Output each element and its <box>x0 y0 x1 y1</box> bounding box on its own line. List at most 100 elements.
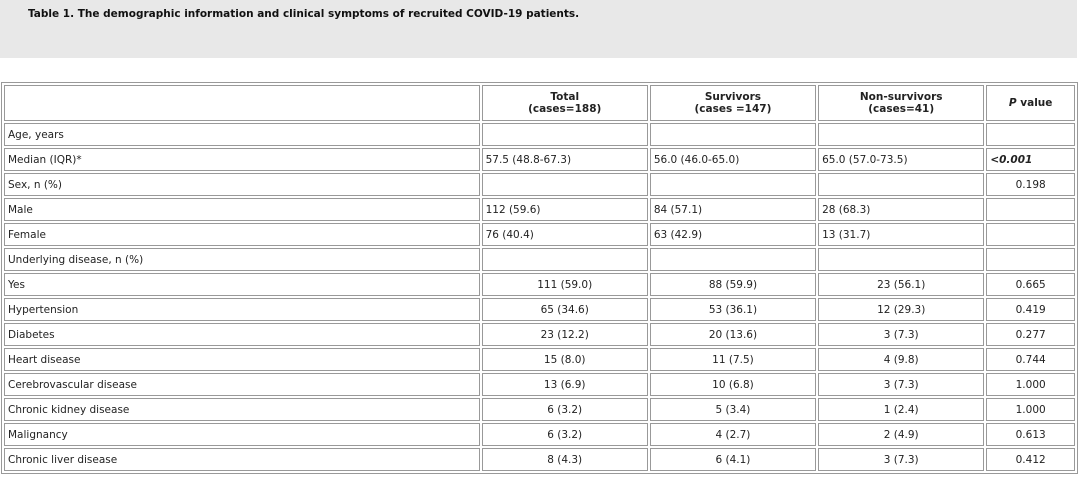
header-row: Total (cases=188) Survivors (cases =147) Non… <box>4 85 1075 121</box>
data-cell <box>649 173 817 196</box>
header-text: P <box>1008 97 1017 109</box>
row-label: Diabetes <box>4 323 480 346</box>
row-label: Malignancy <box>4 423 480 446</box>
data-cell: 23 (12.2) <box>481 323 648 346</box>
data-cell: 20 (13.6) <box>649 323 817 346</box>
row-label: Chronic liver disease <box>4 448 480 471</box>
data-cell <box>649 248 817 271</box>
data-cell: 112 (59.6) <box>481 198 648 221</box>
table-row: Female 76 (40.4) 63 (42.9) 13 (31.7) <box>4 223 1075 246</box>
data-cell: 0.744 <box>986 348 1075 371</box>
data-cell: 6 (3.2) <box>481 398 648 421</box>
data-cell: 23 (56.1) <box>818 273 985 296</box>
data-cell <box>986 223 1075 246</box>
header-text: (cases=188) <box>528 103 602 115</box>
data-cell <box>481 173 648 196</box>
row-label: Yes <box>4 273 480 296</box>
data-cell: 65.0 (57.0-73.5) <box>818 148 985 171</box>
table-row: Yes 111 (59.0) 88 (59.9) 23 (56.1) 0.665 <box>4 273 1075 296</box>
table-row: Heart disease 15 (8.0) 11 (7.5) 4 (9.8) 0.74… <box>4 348 1075 371</box>
table-body: Age, years Median (IQR)* 57.5 (48.8-67.3) 5… <box>4 123 1075 471</box>
header-cell: Total (cases=188) <box>481 85 648 121</box>
data-cell: 0.419 <box>986 298 1075 321</box>
data-cell: 13 (6.9) <box>481 373 648 396</box>
data-cell: 1.000 <box>986 373 1075 396</box>
header-text: (cases=41) <box>868 103 935 115</box>
header-text: (cases =147) <box>694 103 772 115</box>
row-label: Male <box>4 198 480 221</box>
data-cell: 10 (6.8) <box>649 373 817 396</box>
data-cell: 0.412 <box>986 448 1075 471</box>
data-cell: 57.5 (48.8-67.3) <box>481 148 648 171</box>
data-cell: 84 (57.1) <box>649 198 817 221</box>
data-cell: 4 (2.7) <box>649 423 817 446</box>
data-cell: 8 (4.3) <box>481 448 648 471</box>
row-label: Hypertension <box>4 298 480 321</box>
data-cell: 88 (59.9) <box>649 273 817 296</box>
data-cell: 2 (4.9) <box>818 423 985 446</box>
table-row: Hypertension 65 (34.6) 53 (36.1) 12 (29.3) 0… <box>4 298 1075 321</box>
data-cell: 5 (3.4) <box>649 398 817 421</box>
data-cell: 6 (4.1) <box>649 448 817 471</box>
data-cell: 13 (31.7) <box>818 223 985 246</box>
data-cell: 3 (7.3) <box>818 373 985 396</box>
data-cell: 4 (9.8) <box>818 348 985 371</box>
data-cell: 1 (2.4) <box>818 398 985 421</box>
data-cell: 63 (42.9) <box>649 223 817 246</box>
table-row: Age, years <box>4 123 1075 146</box>
title-bar: Table 1. The demographic information and… <box>0 0 1077 58</box>
data-cell: 11 (7.5) <box>649 348 817 371</box>
table-row: Chronic liver disease 8 (4.3) 6 (4.1) 3 (7.… <box>4 448 1075 471</box>
header-text: value <box>1020 97 1053 109</box>
table-row: Male 112 (59.6) 84 (57.1) 28 (68.3) <box>4 198 1075 221</box>
header-cell <box>4 85 480 121</box>
data-cell: 76 (40.4) <box>481 223 648 246</box>
data-cell: 12 (29.3) <box>818 298 985 321</box>
table-row: Median (IQR)* 57.5 (48.8-67.3) 56.0 (46.0-… <box>4 148 1075 171</box>
table-row: Sex, n (%) 0.198 <box>4 173 1075 196</box>
data-cell: 0.665 <box>986 273 1075 296</box>
data-cell <box>481 123 648 146</box>
row-label: Median (IQR)* <box>4 148 480 171</box>
table-row: Underlying disease, n (%) <box>4 248 1075 271</box>
data-cell <box>818 173 985 196</box>
data-cell: 0.613 <box>986 423 1075 446</box>
row-label: Age, years <box>4 123 480 146</box>
header-text: Non-survivors <box>859 91 943 103</box>
header-cell: P value <box>986 85 1075 121</box>
table-title: Table 1. The demographic information and… <box>28 8 580 20</box>
data-cell <box>818 123 985 146</box>
data-cell <box>986 248 1075 271</box>
row-label: Sex, n (%) <box>4 173 480 196</box>
row-label: Female <box>4 223 480 246</box>
row-label: Cerebrovascular disease <box>4 373 480 396</box>
row-label: Chronic kidney disease <box>4 398 480 421</box>
data-cell: 0.277 <box>986 323 1075 346</box>
data-cell <box>986 198 1075 221</box>
data-cell <box>649 123 817 146</box>
data-cell: 3 (7.3) <box>818 323 985 346</box>
data-cell: 15 (8.0) <box>481 348 648 371</box>
header-cell: Survivors (cases =147) <box>649 85 817 121</box>
header-text: Survivors <box>704 91 762 103</box>
data-cell: 28 (68.3) <box>818 198 985 221</box>
data-cell: 6 (3.2) <box>481 423 648 446</box>
data-table: Total (cases=188) Survivors (cases =147) Non… <box>1 82 1078 474</box>
table-row: Chronic kidney disease 6 (3.2) 5 (3.4) 1 (2… <box>4 398 1075 421</box>
data-cell: 3 (7.3) <box>818 448 985 471</box>
header-cell: Non-survivors (cases=41) <box>818 85 985 121</box>
table-row: Diabetes 23 (12.2) 20 (13.6) 3 (7.3) 0.277 <box>4 323 1075 346</box>
data-cell: 0.198 <box>986 173 1075 196</box>
data-cell: 53 (36.1) <box>649 298 817 321</box>
data-cell: 56.0 (46.0-65.0) <box>649 148 817 171</box>
data-cell: 111 (59.0) <box>481 273 648 296</box>
data-cell: <0.001 <box>986 148 1075 171</box>
data-cell: 1.000 <box>986 398 1075 421</box>
table-row: Cerebrovascular disease 13 (6.9) 10 (6.8) 3… <box>4 373 1075 396</box>
data-cell <box>818 248 985 271</box>
table-row: Malignancy 6 (3.2) 4 (2.7) 2 (4.9) 0.613 <box>4 423 1075 446</box>
data-cell: 65 (34.6) <box>481 298 648 321</box>
row-label: Underlying disease, n (%) <box>4 248 480 271</box>
header-text: Total <box>550 91 580 103</box>
